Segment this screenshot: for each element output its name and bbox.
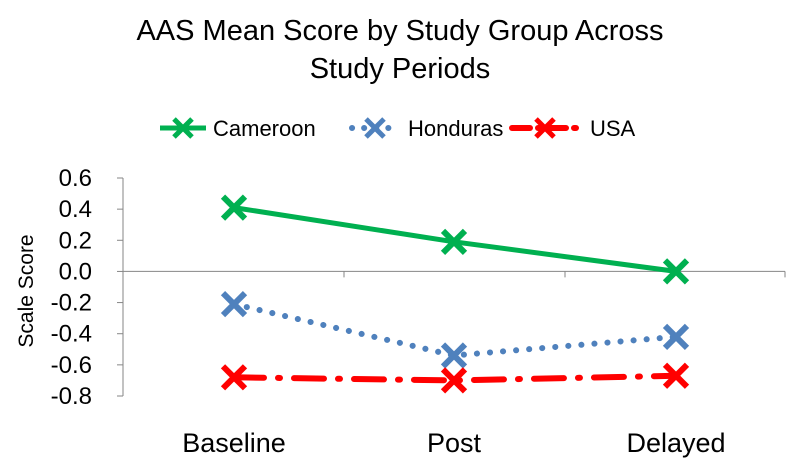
data-point-marker xyxy=(440,342,468,369)
chart-title: AAS Mean Score by Study Group Across Stu… xyxy=(136,15,664,85)
data-point-marker xyxy=(220,194,248,221)
y-tick-label: 0.4 xyxy=(59,196,92,223)
data-point-marker xyxy=(440,228,468,255)
y-tick-label: -0.4 xyxy=(51,321,92,348)
x-tick-label: Post xyxy=(427,428,482,458)
data-point-marker xyxy=(220,291,248,318)
y-tick-label: 0.0 xyxy=(59,258,92,285)
y-axis-label: Scale Score xyxy=(15,234,38,347)
series-line xyxy=(231,301,679,359)
series-cameroon xyxy=(220,194,690,285)
legend-label: Cameroon xyxy=(213,116,316,141)
data-point-marker xyxy=(662,258,690,285)
legend-marker xyxy=(364,117,386,139)
legend-marker xyxy=(534,117,556,139)
x-tick-label: Baseline xyxy=(182,428,286,458)
series-usa xyxy=(220,362,690,394)
y-tick-label: 0.2 xyxy=(59,227,92,254)
legend-item-usa: USA xyxy=(509,116,636,141)
legend-item-cameroon: Cameroon xyxy=(160,116,316,141)
data-point-marker xyxy=(440,367,468,394)
legend-item-honduras: Honduras xyxy=(349,116,503,141)
axes: 0.6 0.4 0.2 0.0 -0.2 -0.4 -0.6 -0.8 Baseline Post… xyxy=(15,165,786,458)
series-honduras xyxy=(220,291,690,369)
y-tick-label: 0.6 xyxy=(59,165,92,192)
legend-label: USA xyxy=(590,116,636,141)
data-point-marker xyxy=(662,323,690,350)
y-tick-label: -0.8 xyxy=(51,383,92,410)
legend: Cameroon Honduras USA xyxy=(160,116,636,141)
data-point-marker xyxy=(662,362,690,389)
data-point-marker xyxy=(220,364,248,391)
y-tick-label: -0.2 xyxy=(51,290,92,317)
legend-marker xyxy=(172,117,194,139)
series-layer xyxy=(220,194,690,394)
x-tick-label: Delayed xyxy=(626,428,725,458)
legend-label: Honduras xyxy=(408,116,503,141)
y-tick-label: -0.6 xyxy=(51,352,92,379)
series-line xyxy=(231,372,679,384)
